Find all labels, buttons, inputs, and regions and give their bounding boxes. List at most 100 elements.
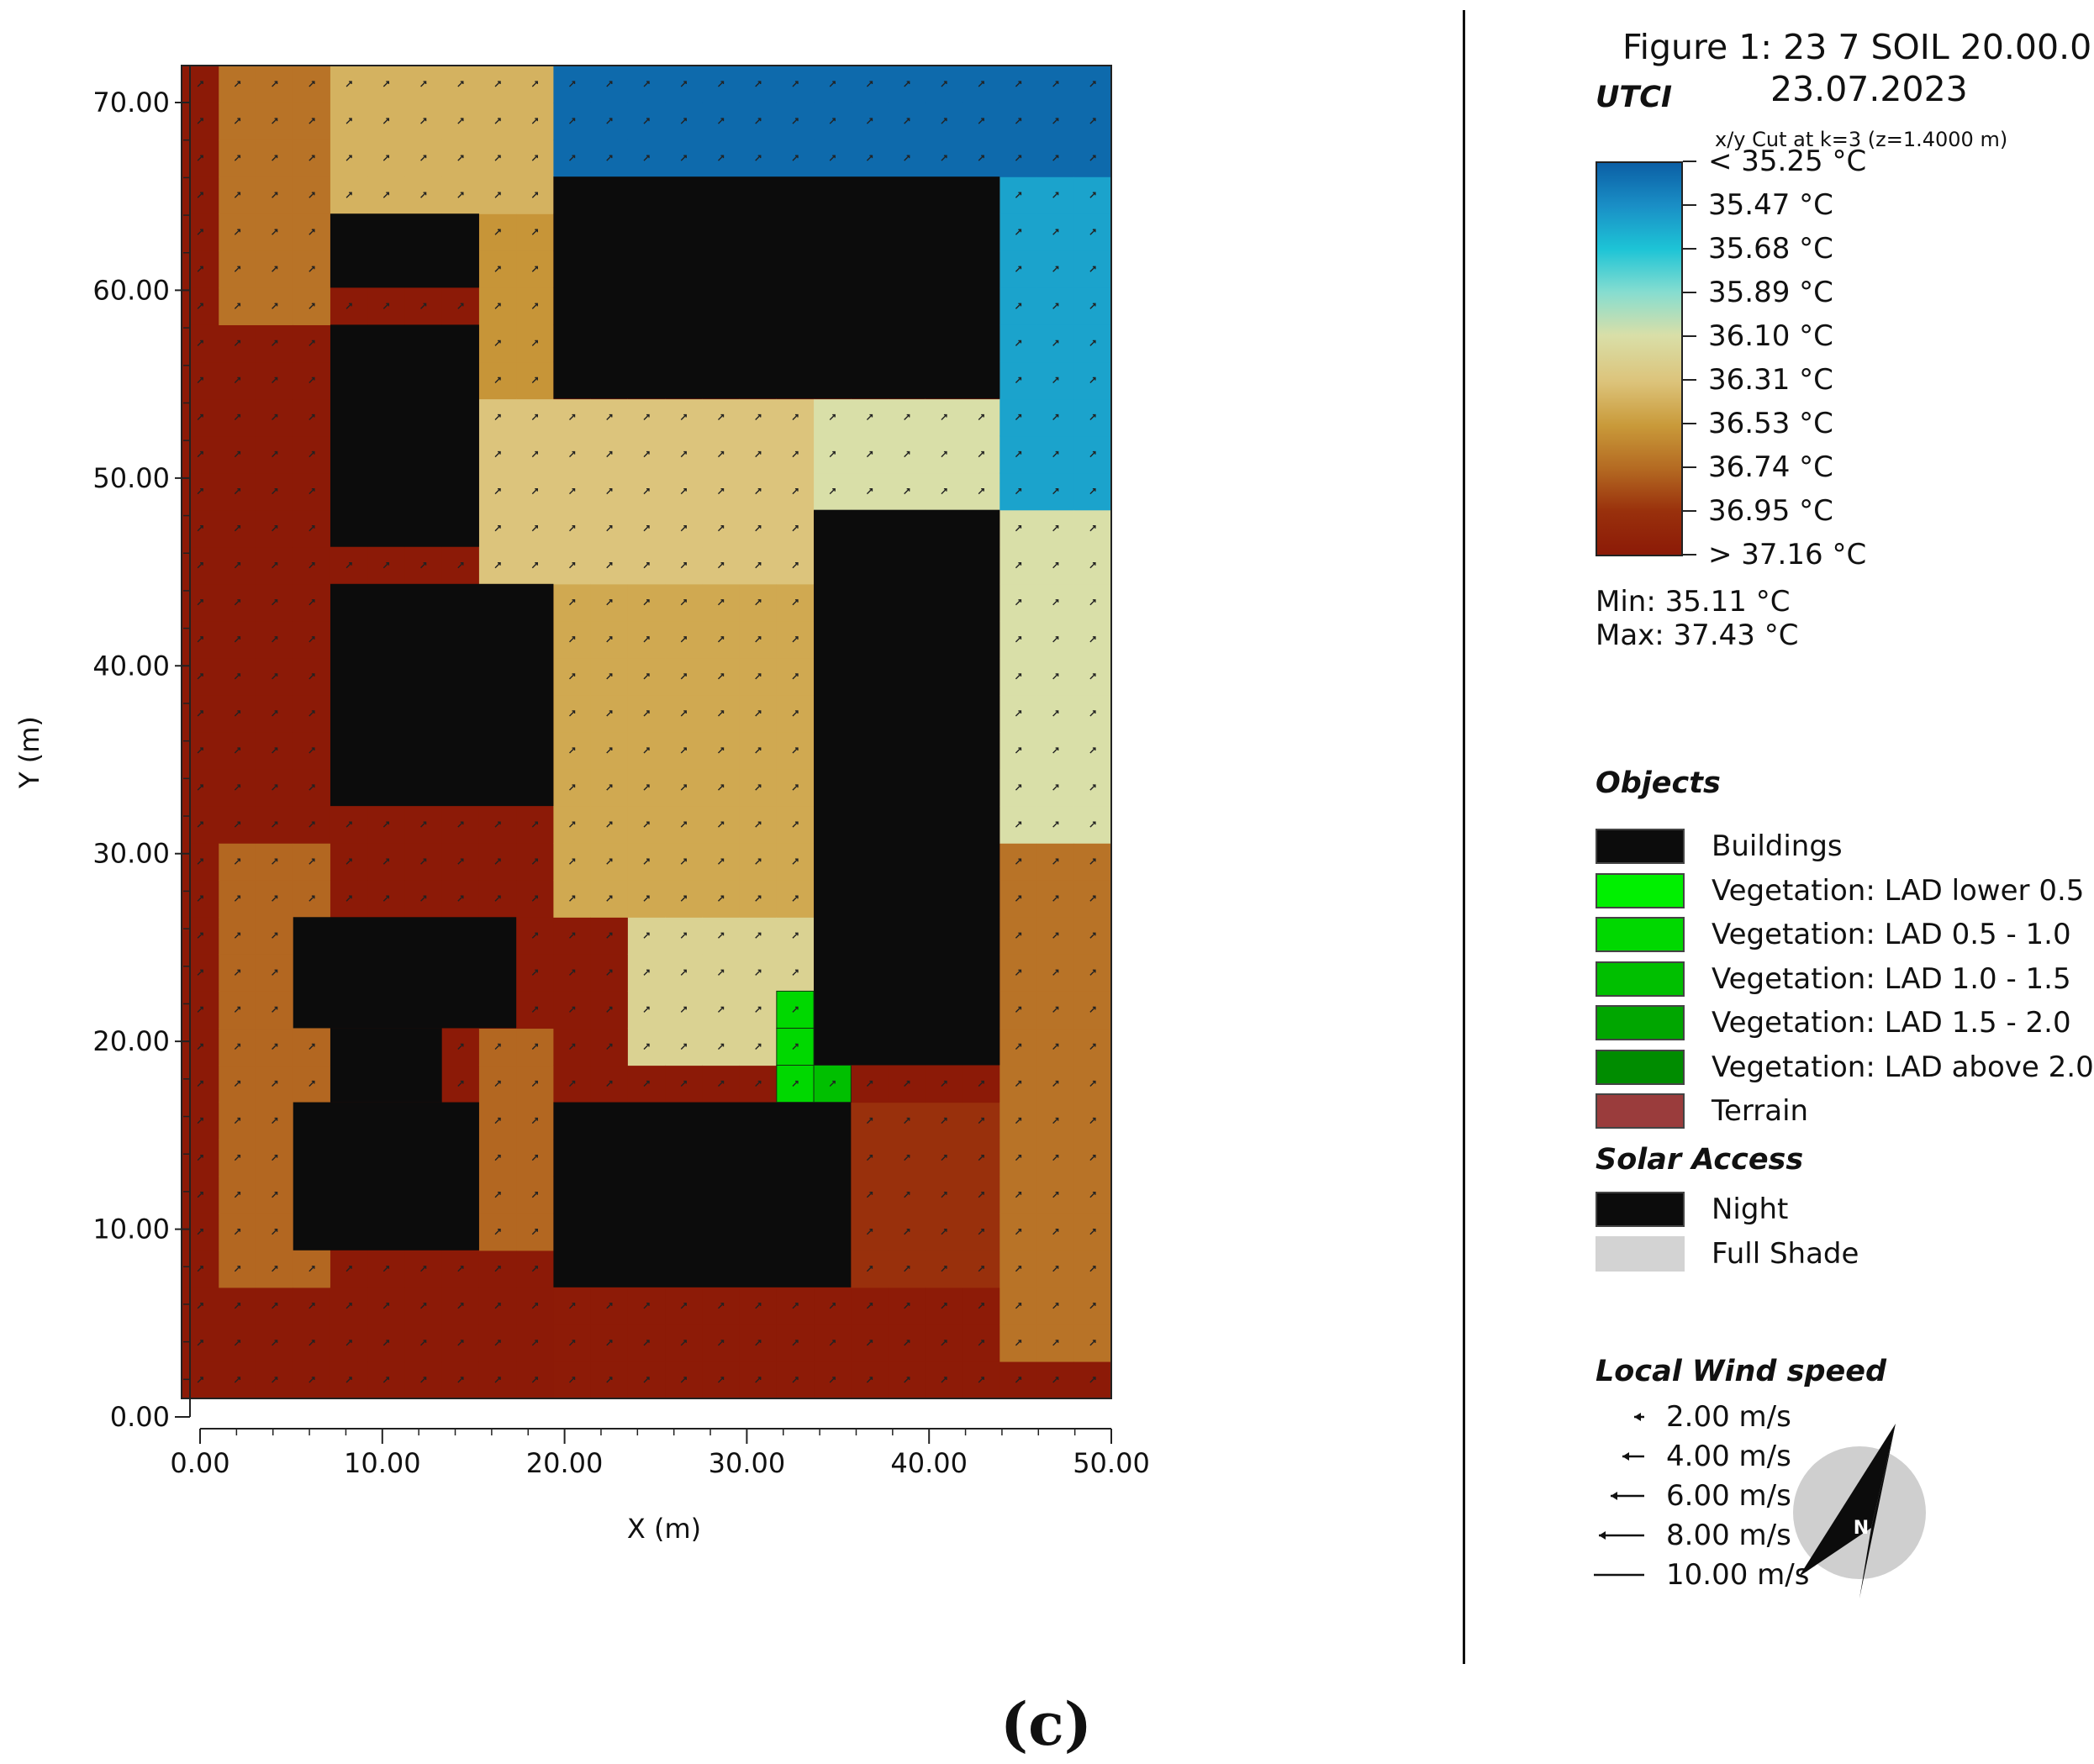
wind-arrow <box>569 118 576 124</box>
object-swatch <box>1596 1005 1685 1040</box>
wind-arrowhead <box>572 932 576 936</box>
wind-arrow <box>197 784 203 791</box>
wind-arrow <box>272 81 278 87</box>
wind-arrow <box>197 1155 203 1161</box>
wind-arrowhead <box>1092 450 1096 455</box>
wind-arrowhead <box>274 487 278 492</box>
wind-arrow <box>1015 229 1021 235</box>
wind-arrow <box>755 1006 762 1013</box>
wind-arrow <box>1052 562 1059 569</box>
wind-arrowhead <box>200 487 203 492</box>
wind-arrowhead <box>646 710 650 713</box>
wind-arrowhead <box>572 118 576 122</box>
wind-arrowhead <box>535 858 538 862</box>
wind-arrow <box>457 562 464 569</box>
wind-arrowhead <box>794 1377 799 1380</box>
wind-arrow <box>1089 821 1096 828</box>
wind-arrowhead <box>572 1303 576 1306</box>
wind-arrowhead <box>311 524 315 529</box>
wind-arrowhead <box>832 1340 836 1343</box>
wind-arrowhead <box>609 969 613 973</box>
wind-arrowhead <box>943 1340 947 1343</box>
wind-arrow <box>1089 229 1096 235</box>
wind-arrowhead <box>832 155 836 159</box>
wind-arrowhead <box>460 155 464 159</box>
wind-arrow <box>1015 1303 1021 1309</box>
wind-arrowhead <box>646 1006 650 1010</box>
wind-arrowhead <box>906 1340 910 1343</box>
wind-arrow <box>272 562 278 569</box>
wind-arrowhead <box>720 524 725 529</box>
wind-arrowhead <box>237 969 241 973</box>
wind-arrowhead <box>423 192 427 196</box>
wind-arrowhead <box>794 821 799 825</box>
wind-arrow <box>272 376 278 383</box>
wind-arrow <box>755 414 762 421</box>
wind-arrowhead <box>349 192 352 196</box>
wind-arrowhead <box>460 1303 464 1306</box>
wind-arrow <box>904 488 910 495</box>
wind-arrow <box>606 969 613 976</box>
wind-arrowhead <box>683 599 687 603</box>
wind-arrowhead <box>943 413 947 418</box>
wind-arrowhead <box>311 784 315 788</box>
wind-arrowhead <box>943 81 947 85</box>
wind-arrow <box>345 192 352 198</box>
wind-arrowhead <box>349 1266 352 1269</box>
colorbar-tick <box>1683 335 1696 337</box>
colorbar-label: 35.68 °C <box>1708 232 1833 266</box>
wind-arrow <box>1089 376 1096 383</box>
wind-arrow <box>420 821 427 828</box>
wind-arrow <box>494 562 501 569</box>
figure-title: Figure 1: 23 7 SOIL 20.00.01 <box>1622 27 2094 67</box>
wind-arrow <box>272 747 278 754</box>
wind-arrow <box>272 303 278 309</box>
wind-arrowhead <box>609 1340 613 1343</box>
wind-arrow <box>1015 747 1021 754</box>
wind-arrow <box>1089 1229 1096 1235</box>
wind-arrow <box>494 1155 501 1161</box>
wind-arrowhead <box>1092 1043 1096 1047</box>
wind-arrowhead <box>609 1303 613 1306</box>
wind-arrowhead <box>572 858 576 862</box>
wind-arrow <box>829 1340 836 1346</box>
wind-arrowhead <box>981 450 984 455</box>
wind-arrow <box>531 1043 538 1050</box>
solar-swatch <box>1596 1235 1685 1272</box>
wind-arrow <box>272 451 278 458</box>
wind-arrowhead <box>832 1080 836 1084</box>
wind-arrow <box>569 1377 576 1383</box>
wind-arrow <box>1089 303 1096 309</box>
wind-arrow <box>1052 710 1059 717</box>
wind-arrowhead <box>1055 636 1059 640</box>
wind-arrow <box>1052 673 1059 680</box>
wind-arrowhead <box>832 81 836 85</box>
wind-arrowhead <box>757 895 762 899</box>
north-arrow-icon: N <box>1791 1420 1930 1607</box>
wind-arrow <box>755 1081 762 1087</box>
wind-arrowhead <box>794 562 799 566</box>
wind-arrowhead <box>720 155 725 159</box>
wind-arrowhead <box>311 487 315 492</box>
wind-arrow <box>941 81 947 87</box>
wind-arrow <box>457 858 464 865</box>
wind-arrow <box>272 636 278 643</box>
wind-arrow <box>606 1377 613 1383</box>
colorbar-label: > 37.16 °C <box>1708 538 1867 571</box>
wind-arrowhead <box>794 1006 799 1010</box>
wind-arrowhead <box>646 155 650 159</box>
object-swatch <box>1596 917 1685 952</box>
wind-arrowhead <box>572 413 576 418</box>
wind-arrowhead <box>646 1080 650 1084</box>
wind-arrow <box>1089 1192 1096 1198</box>
wind-arrowhead <box>943 1229 947 1232</box>
wind-arrow <box>569 525 576 532</box>
wind-arrow <box>792 451 799 458</box>
wind-arrowhead <box>311 895 315 899</box>
wind-arrowhead <box>609 413 613 418</box>
wind-arrow <box>1015 969 1021 976</box>
wind-arrow <box>904 1118 910 1124</box>
wind-arrowhead <box>1092 376 1096 381</box>
wind-arrowhead <box>274 229 278 233</box>
wind-arrowhead <box>1092 1154 1096 1158</box>
